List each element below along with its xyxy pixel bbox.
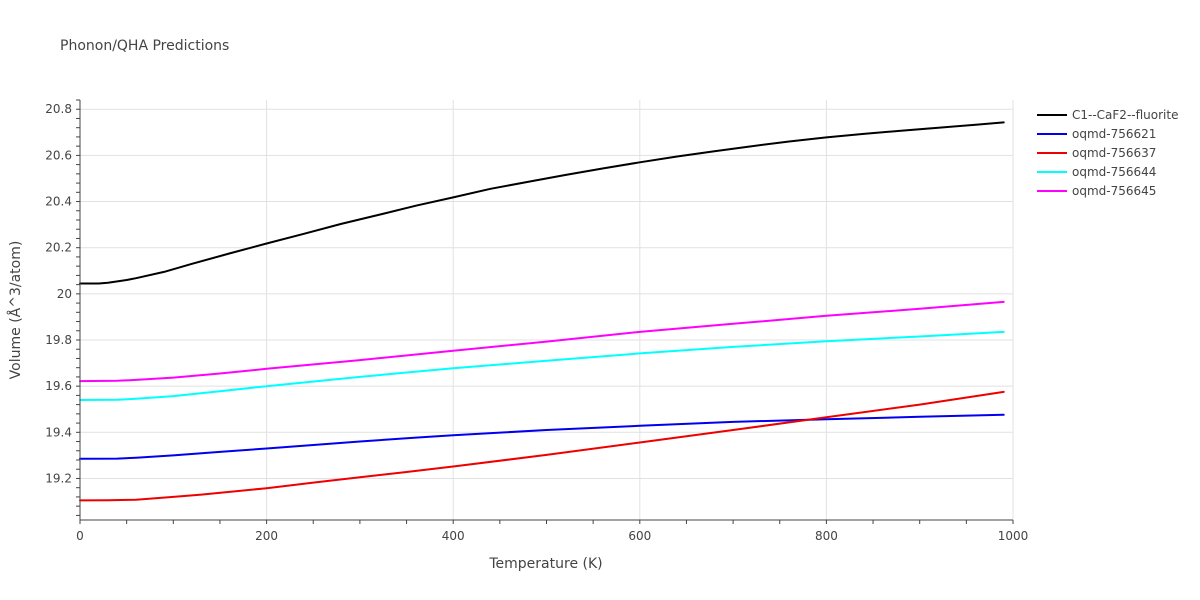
x-tick-label: 1000 [998,529,1029,543]
chart-title: Phonon/QHA Predictions [60,38,229,54]
y-tick-label: 19.6 [45,379,72,393]
legend-item[interactable]: oqmd-756644 [1037,165,1156,179]
y-tick-label: 19.8 [45,333,72,347]
legend-label: oqmd-756637 [1072,146,1156,160]
y-tick-label: 19.4 [45,425,72,439]
legend-label: oqmd-756645 [1072,184,1156,198]
legend-item[interactable]: oqmd-756621 [1037,127,1156,141]
series-line-C1--CaF2--fluorite [79,121,1005,285]
legend-label: oqmd-756621 [1072,127,1156,141]
x-tick-label: 400 [442,529,465,543]
y-tick-label: 20.4 [45,195,72,209]
y-tick-label: 19.2 [45,471,72,485]
y-axis-title: Volume (Å^3/atom) [7,241,24,380]
axes [76,99,1014,524]
x-tick-label: 600 [628,529,651,543]
legend-item[interactable]: oqmd-756637 [1037,146,1156,160]
grid-lines [80,100,1014,520]
legend-item[interactable]: C1--CaF2--fluorite [1037,108,1178,122]
legend-label: C1--CaF2--fluorite [1072,108,1178,122]
x-tick-label: 800 [815,529,838,543]
legend: C1--CaF2--fluorite oqmd-756621 oqmd-756637… [1037,108,1178,198]
y-tick-label: 20 [57,287,72,301]
tick-labels: 0 200 400 600 800 1000 19.2 19.4 19.6 19.8 20 20.2 2… [45,102,1028,543]
series-line-oqmd-756637 [79,390,1005,502]
series-line-oqmd-756644 [79,330,1005,401]
x-tick-label: 200 [255,529,278,543]
y-tick-label: 20.6 [45,148,72,162]
series-line-oqmd-756645 [79,300,1005,383]
y-tick-label: 20.8 [45,102,72,116]
y-tick-label: 20.2 [45,241,72,255]
series-lines [79,121,1005,502]
series-line-oqmd-756621 [79,413,1005,460]
legend-item[interactable]: oqmd-756645 [1037,184,1156,198]
x-axis-title: Temperature (K) [488,556,602,572]
legend-label: oqmd-756644 [1072,165,1156,179]
x-tick-label: 0 [76,529,84,543]
